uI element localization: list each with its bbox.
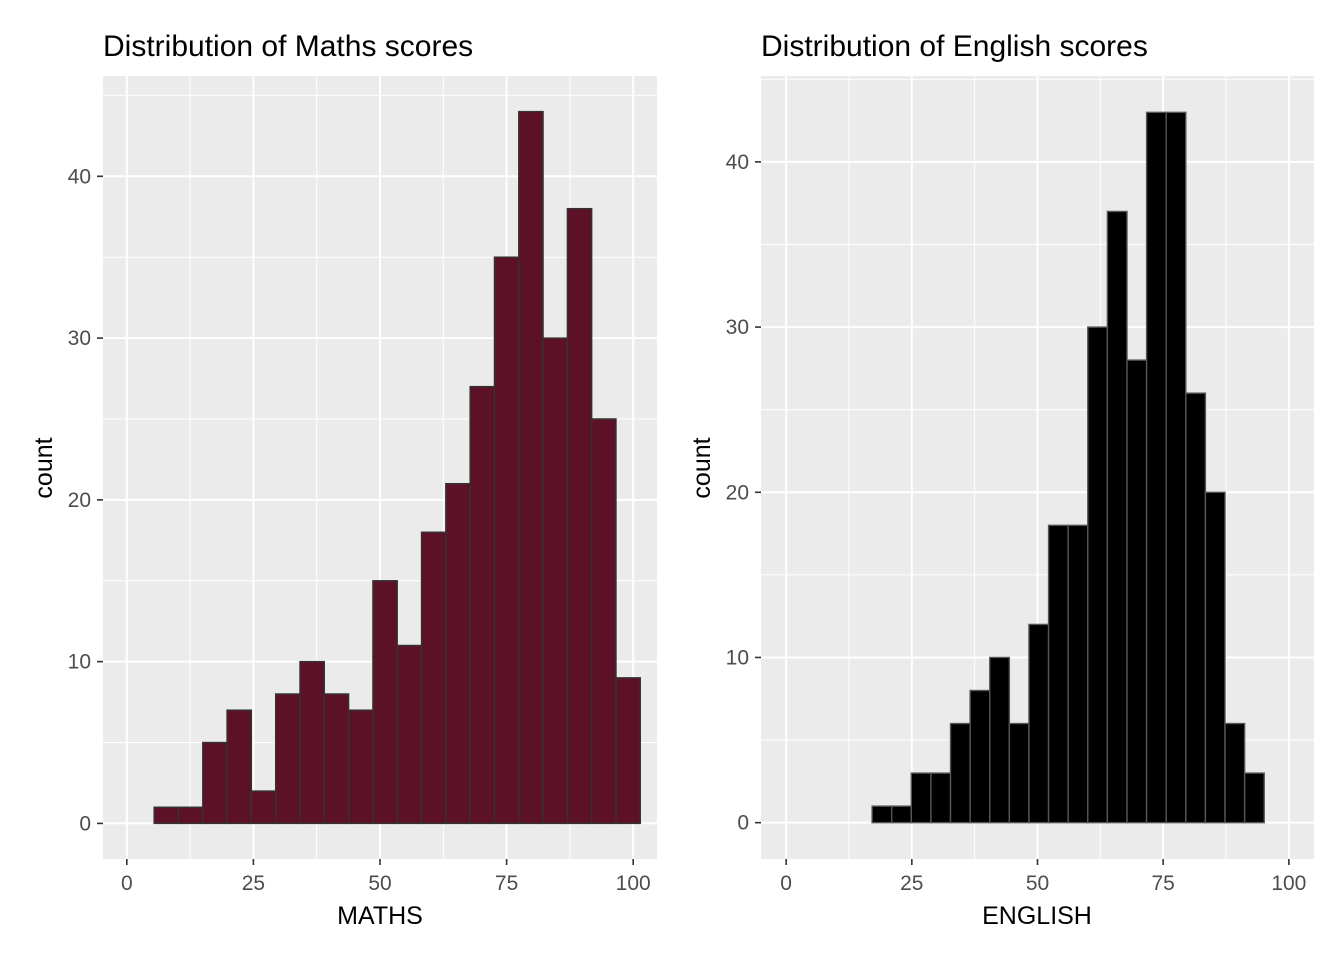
maths-x-tick-label: 75 <box>495 872 518 895</box>
english-x-tick-label: 100 <box>1271 872 1306 895</box>
maths-histogram-bar <box>542 337 569 825</box>
english-histogram-bar <box>1185 392 1207 824</box>
maths-x-tick-label: 100 <box>616 872 651 895</box>
english-x-tick-label: 75 <box>1152 872 1175 895</box>
maths-x-tick-label: 0 <box>121 872 133 895</box>
maths-histogram-bar <box>396 644 423 825</box>
english-histogram-bar <box>949 722 971 824</box>
maths-y-tick-label: 40 <box>68 165 91 188</box>
maths-histogram-bar <box>274 693 301 825</box>
maths-y-tick-label: 0 <box>79 812 91 835</box>
maths-x-tick-label: 25 <box>242 872 265 895</box>
maths-histogram-bar <box>347 709 374 825</box>
maths-histogram-bar <box>469 385 496 825</box>
maths-histogram-bar <box>177 806 204 825</box>
english-histogram-bar <box>989 656 1011 824</box>
english-histogram-bar <box>1243 772 1265 824</box>
english-x-tick-label: 50 <box>1026 872 1049 895</box>
maths-histogram-bar <box>372 580 398 825</box>
maths-x-tick-label: 50 <box>368 872 391 895</box>
english-histogram-bar <box>1067 524 1089 824</box>
maths-y-axis-title: count <box>30 437 58 498</box>
english-histogram-bar <box>891 805 913 824</box>
english-chart-title: Distribution of English scores <box>761 30 1148 63</box>
maths-histogram-bar <box>445 482 471 825</box>
english-y-tick-label: 20 <box>726 481 749 504</box>
english-histogram-bar <box>1145 111 1167 824</box>
maths-histogram-bar <box>202 741 228 825</box>
maths-x-axis-title: MATHS <box>337 902 423 930</box>
maths-histogram-bar <box>226 709 253 825</box>
english-x-axis-title: ENGLISH <box>982 902 1092 930</box>
maths-histogram-bar <box>493 256 520 825</box>
english-histogram-bar <box>1047 524 1069 824</box>
maths-histogram: Distribution of Maths scores MATHS count… <box>30 30 657 930</box>
english-histogram-bar <box>871 805 893 824</box>
english-histogram-bar <box>1008 722 1030 824</box>
english-histogram-bar <box>969 689 991 824</box>
maths-histogram-bar <box>518 110 544 825</box>
maths-histogram-bar <box>420 531 447 825</box>
maths-histogram-bar <box>566 207 593 825</box>
maths-histogram-bar <box>299 660 325 825</box>
english-histogram-bar <box>1087 326 1109 824</box>
maths-y-tick-label: 30 <box>68 327 91 350</box>
english-x-tick-label: 25 <box>900 872 923 895</box>
english-histogram-bar <box>1224 722 1246 824</box>
english-y-tick-label: 30 <box>726 316 749 339</box>
english-histogram: Distribution of English scores ENGLISH c… <box>688 30 1314 930</box>
english-histogram-bar <box>1165 111 1187 824</box>
maths-histogram-bar <box>615 677 641 825</box>
english-y-axis-title: count <box>688 437 716 498</box>
maths-histogram-bar <box>153 806 180 825</box>
english-histogram-bar <box>1028 623 1050 824</box>
maths-y-tick-label: 20 <box>68 489 91 512</box>
english-histogram-bar <box>910 772 932 824</box>
english-y-tick-label: 0 <box>737 812 749 835</box>
english-y-tick-label: 40 <box>726 151 749 174</box>
english-histogram-bar <box>1126 359 1148 824</box>
english-histogram-bar <box>1204 491 1226 824</box>
maths-histogram-bar <box>590 418 617 825</box>
maths-histogram-bar <box>250 790 277 825</box>
maths-histogram-bar <box>323 693 350 825</box>
english-histogram-bar <box>1106 210 1128 824</box>
english-x-tick-label: 0 <box>780 872 792 895</box>
english-y-tick-label: 10 <box>726 646 749 669</box>
maths-chart-title: Distribution of Maths scores <box>103 30 473 63</box>
english-histogram-bar <box>930 772 952 824</box>
maths-y-tick-label: 10 <box>68 651 91 674</box>
